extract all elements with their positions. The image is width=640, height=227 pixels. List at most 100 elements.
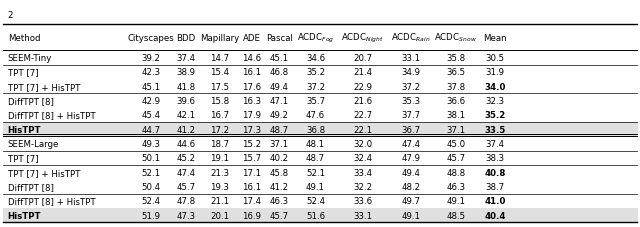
Text: 42.9: 42.9	[142, 96, 161, 106]
Text: 48.1: 48.1	[306, 139, 325, 148]
Text: 50.4: 50.4	[142, 182, 161, 191]
Text: 45.1: 45.1	[142, 82, 161, 91]
Text: 38.1: 38.1	[446, 111, 465, 120]
Text: 34.9: 34.9	[401, 68, 420, 77]
Text: Mapillary: Mapillary	[200, 34, 239, 42]
Text: 52.1: 52.1	[142, 168, 161, 177]
Text: 33.5: 33.5	[484, 125, 506, 134]
Text: 16.9: 16.9	[242, 211, 261, 220]
Text: 52.1: 52.1	[306, 168, 325, 177]
Text: 16.7: 16.7	[211, 111, 229, 120]
Text: 45.8: 45.8	[270, 168, 289, 177]
Text: Pascal: Pascal	[266, 34, 292, 42]
Text: 49.3: 49.3	[142, 139, 161, 148]
Text: 35.2: 35.2	[306, 68, 325, 77]
Text: 48.7: 48.7	[270, 125, 289, 134]
Text: 20.1: 20.1	[211, 211, 229, 220]
Text: 17.9: 17.9	[242, 111, 261, 120]
Text: 47.8: 47.8	[177, 197, 195, 205]
Text: 39.6: 39.6	[177, 96, 195, 106]
Text: 33.4: 33.4	[353, 168, 372, 177]
Text: 45.4: 45.4	[142, 111, 161, 120]
Text: 49.4: 49.4	[270, 82, 289, 91]
Text: Method: Method	[8, 34, 40, 42]
Text: 48.8: 48.8	[446, 168, 465, 177]
Text: 39.2: 39.2	[142, 54, 161, 63]
Text: 22.9: 22.9	[353, 82, 372, 91]
Text: 32.4: 32.4	[353, 154, 372, 163]
Text: 17.2: 17.2	[211, 125, 229, 134]
Text: 17.4: 17.4	[242, 197, 261, 205]
Text: 32.2: 32.2	[353, 182, 372, 191]
Text: 31.9: 31.9	[486, 68, 505, 77]
Text: 46.8: 46.8	[270, 68, 289, 77]
Text: 47.3: 47.3	[177, 211, 195, 220]
Text: 35.2: 35.2	[484, 111, 506, 120]
Text: 19.3: 19.3	[211, 182, 229, 191]
Text: 33.6: 33.6	[353, 197, 372, 205]
Text: 18.7: 18.7	[211, 139, 229, 148]
Text: 19.1: 19.1	[211, 154, 229, 163]
Text: 22.7: 22.7	[353, 111, 372, 120]
Text: 36.6: 36.6	[446, 96, 465, 106]
Text: ACDC$_{Snow}$: ACDC$_{Snow}$	[434, 32, 477, 44]
Text: TPT [7]: TPT [7]	[8, 68, 38, 77]
Text: 45.7: 45.7	[177, 182, 195, 191]
Text: 15.7: 15.7	[242, 154, 261, 163]
Text: 49.1: 49.1	[446, 197, 465, 205]
Text: 40.2: 40.2	[270, 154, 289, 163]
Text: HisTPT: HisTPT	[8, 125, 41, 134]
Bar	[3, 208, 638, 222]
Text: DiffTPT [8]: DiffTPT [8]	[8, 182, 54, 191]
Text: HisTPT: HisTPT	[8, 211, 41, 220]
Text: DiffTPT [8]: DiffTPT [8]	[8, 96, 54, 106]
Text: 49.2: 49.2	[270, 111, 289, 120]
Text: 47.6: 47.6	[306, 111, 325, 120]
Text: TPT [7]: TPT [7]	[8, 154, 38, 163]
Text: 17.1: 17.1	[242, 168, 261, 177]
Text: 45.7: 45.7	[446, 154, 465, 163]
Text: 51.9: 51.9	[142, 211, 161, 220]
Text: 36.8: 36.8	[306, 125, 325, 134]
Text: SEEM-Large: SEEM-Large	[8, 139, 59, 148]
Text: 46.3: 46.3	[446, 182, 465, 191]
Text: 37.7: 37.7	[401, 111, 420, 120]
Text: 47.9: 47.9	[401, 154, 420, 163]
Text: 37.1: 37.1	[446, 125, 465, 134]
Text: 37.4: 37.4	[486, 139, 505, 148]
Text: 37.8: 37.8	[446, 82, 465, 91]
Text: 41.2: 41.2	[177, 125, 195, 134]
Text: 35.3: 35.3	[401, 96, 420, 106]
Text: 32.3: 32.3	[486, 96, 505, 106]
Text: 46.3: 46.3	[270, 197, 289, 205]
Text: 38.3: 38.3	[486, 154, 505, 163]
Text: 47.4: 47.4	[177, 168, 195, 177]
Text: 45.1: 45.1	[270, 54, 289, 63]
Text: 33.1: 33.1	[401, 54, 420, 63]
Text: 52.4: 52.4	[306, 197, 325, 205]
Text: 36.5: 36.5	[446, 68, 465, 77]
Text: ACDC$_{Fog}$: ACDC$_{Fog}$	[297, 32, 334, 44]
Text: 41.2: 41.2	[270, 182, 289, 191]
Text: 40.4: 40.4	[484, 211, 506, 220]
Text: 21.3: 21.3	[211, 168, 229, 177]
Text: BDD: BDD	[176, 34, 196, 42]
Text: 15.2: 15.2	[242, 139, 261, 148]
Text: 38.9: 38.9	[177, 68, 195, 77]
Text: 15.8: 15.8	[211, 96, 229, 106]
Text: 45.0: 45.0	[446, 139, 465, 148]
Text: ACDC$_{Night}$: ACDC$_{Night}$	[341, 32, 384, 44]
Text: 50.1: 50.1	[142, 154, 161, 163]
Text: 37.4: 37.4	[177, 54, 195, 63]
Text: 49.1: 49.1	[306, 182, 325, 191]
Text: 16.1: 16.1	[242, 68, 261, 77]
Text: 32.0: 32.0	[353, 139, 372, 148]
Text: 47.4: 47.4	[401, 139, 420, 148]
Text: 37.1: 37.1	[270, 139, 289, 148]
Text: 16.1: 16.1	[242, 182, 261, 191]
Text: ADE: ADE	[243, 34, 260, 42]
Text: 49.7: 49.7	[401, 197, 420, 205]
Text: 48.7: 48.7	[306, 154, 325, 163]
Text: 52.4: 52.4	[142, 197, 161, 205]
Text: 34.0: 34.0	[484, 82, 506, 91]
